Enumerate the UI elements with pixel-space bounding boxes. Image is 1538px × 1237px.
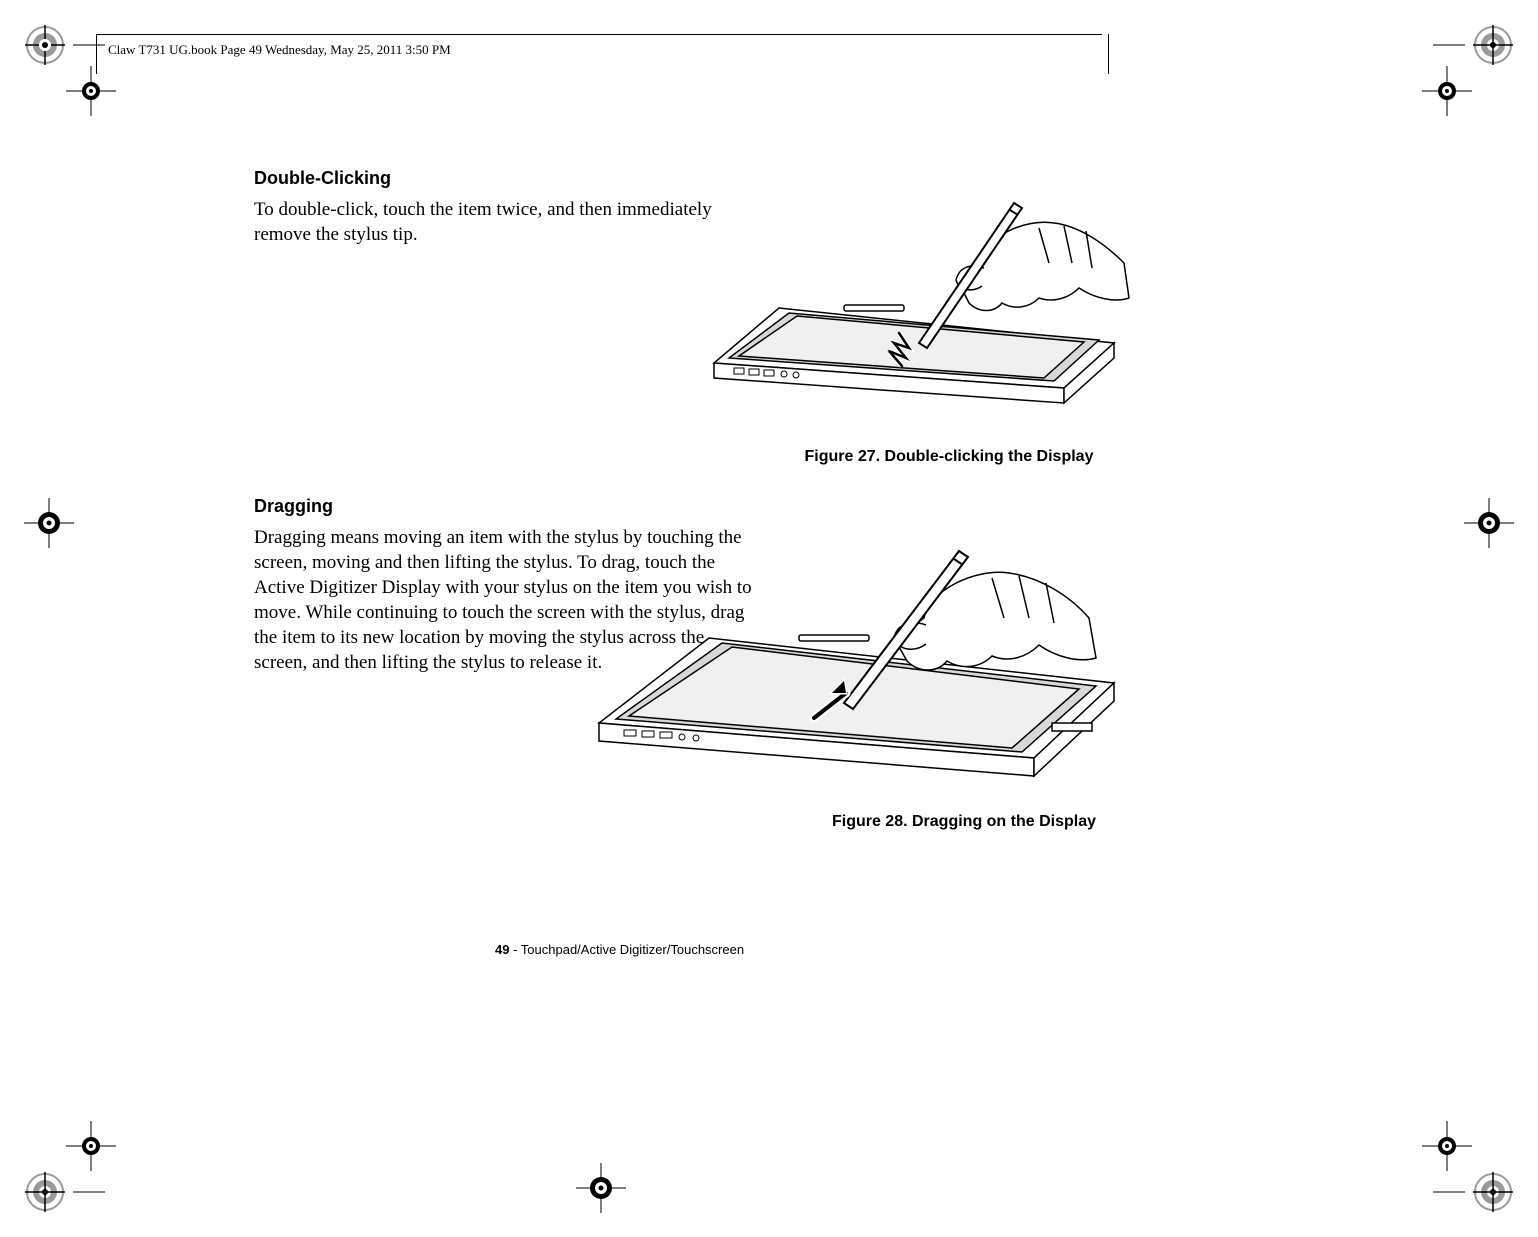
crop-mark-bottom-center (576, 1163, 626, 1213)
figure-27-illustration (684, 168, 1134, 428)
page-header-text: Claw T731 UG.book Page 49 Wednesday, May… (108, 42, 451, 58)
heading-dragging: Dragging (254, 496, 754, 517)
footer-section: Touchpad/Active Digitizer/Touchscreen (521, 942, 744, 957)
crop-mark-top-right-inner (1422, 66, 1472, 116)
crop-mark-top-left-inner (66, 66, 116, 116)
crop-mark-mid-left (24, 498, 74, 548)
crop-mark-mid-right (1464, 498, 1514, 548)
heading-double-clicking: Double-Clicking (254, 168, 734, 189)
figure-27-caption: Figure 27. Double-clicking the Display (729, 448, 1169, 466)
header-rule-left (96, 34, 97, 74)
footer-separator: - (509, 942, 520, 957)
page-footer: 49 - Touchpad/Active Digitizer/Touchscre… (495, 942, 744, 957)
page-number: 49 (495, 942, 509, 957)
figure-28-illustration (574, 523, 1134, 793)
body-double-clicking: To double-click, touch the item twice, a… (254, 197, 734, 247)
crop-mark-bottom-left-inner (66, 1121, 116, 1171)
header-rule (96, 34, 1102, 35)
figure-28-caption: Figure 28. Dragging on the Display (744, 813, 1184, 831)
crop-mark-bottom-right-inner (1422, 1121, 1472, 1171)
header-rule-right (1108, 34, 1109, 74)
section-double-clicking: Double-Clicking To double-click, touch t… (254, 168, 734, 247)
